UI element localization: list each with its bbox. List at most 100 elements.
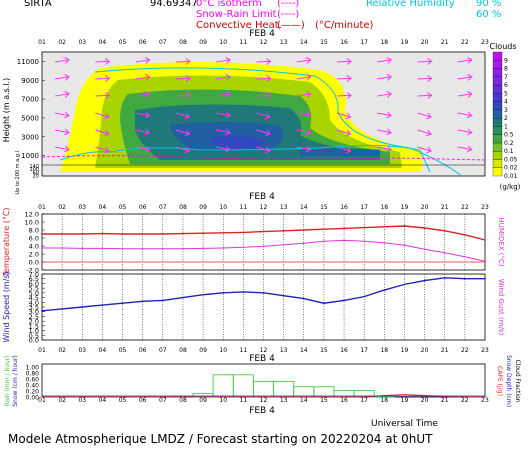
wind-arrow-icon xyxy=(216,128,231,136)
hour-top-label-21: 21 xyxy=(441,39,449,46)
wind-arrow-icon xyxy=(256,58,272,65)
hour-mid-label-21: 21 xyxy=(441,204,449,211)
colorbar-swatch-4 xyxy=(492,93,503,102)
cloud-ytick-3000: 3000 xyxy=(21,133,39,141)
wind-arrow-icon xyxy=(377,128,392,136)
wind-arrow-icon xyxy=(417,146,432,154)
wind-arrow-icon xyxy=(417,112,432,120)
wind-series-0-point xyxy=(81,306,84,308)
hour-top-label-11: 11 xyxy=(240,39,248,46)
hour-wind-label-12: 12 xyxy=(260,347,268,354)
wind-arrow-icon xyxy=(457,145,473,153)
temperature-series-1-point xyxy=(182,248,184,250)
temperature-series-1-point xyxy=(81,247,84,250)
wind-arrow-icon xyxy=(175,146,191,154)
colorbar-label-2: 2 xyxy=(504,115,508,122)
hour-mid-label-20: 20 xyxy=(421,204,429,211)
temperature-series-0-point xyxy=(61,233,63,235)
wind-ytick-2.5: 2.5 xyxy=(29,313,39,321)
temperature-series-0-point xyxy=(383,226,386,228)
legend-snowrain-label: Snow-Rain Limit xyxy=(196,9,277,20)
hour-bottom-label-15: 15 xyxy=(320,397,328,404)
colorbar-swatch-0.01 xyxy=(492,167,503,177)
hour-mid-label-04: 04 xyxy=(99,204,107,211)
hour-bottom-label-19: 19 xyxy=(401,397,409,404)
hour-mid-label-10: 10 xyxy=(219,204,227,211)
wind-ytick-4.5: 4.5 xyxy=(29,294,39,302)
hour-bottom-label-07: 07 xyxy=(159,397,167,404)
temperature-series-1-point xyxy=(222,247,225,249)
wind-ytick-0.5: 0.5 xyxy=(29,332,39,340)
hour-bottom-label-08: 08 xyxy=(179,397,187,404)
temperature-series-1-point xyxy=(242,246,245,248)
hour-bottom-label-01: 01 xyxy=(38,397,46,404)
date-label-top: FEB 4 xyxy=(249,29,275,39)
wind-arrow-icon xyxy=(55,111,70,119)
hour-bottom-label-23: 23 xyxy=(481,397,489,404)
temperature-series-0-point xyxy=(423,227,426,229)
wind-arrow-icon xyxy=(296,57,312,64)
colorbar-label-9: 9 xyxy=(504,57,508,64)
hour-bottom-label-12: 12 xyxy=(260,397,268,404)
colorbar-label-1: 1 xyxy=(504,123,508,130)
temperature-series-1-point xyxy=(282,244,285,246)
humidex-ylabel: HUMIDEX (°C) xyxy=(497,217,505,266)
precip-ytick-0.00: 0.00 xyxy=(26,395,40,402)
wind-arrow-icon xyxy=(336,146,352,154)
wind-arrow-icon xyxy=(135,145,151,153)
date-label-mid: FEB 4 xyxy=(249,192,275,202)
temperature-series-1-point xyxy=(41,247,43,249)
cloud-ytick-1000: 1000 xyxy=(21,152,39,160)
temperature-ytick-12.0: 12.0 xyxy=(25,211,39,219)
wind-series-0-point xyxy=(383,289,386,291)
temperature-series-0-point xyxy=(443,230,446,232)
precip-ytick-1.00: 1.00 xyxy=(26,365,40,372)
wind-arrow-icon xyxy=(95,75,111,82)
wind-ytick-6.0: 6.0 xyxy=(29,280,39,288)
hour-wind-label-20: 20 xyxy=(421,347,429,354)
temperature-series-0-point xyxy=(484,239,486,241)
wind-arrow-icon xyxy=(175,58,191,65)
temperature-series-1-point xyxy=(302,242,305,244)
hour-bottom-label-03: 03 xyxy=(78,397,86,404)
wind-arrow-icon xyxy=(296,111,312,119)
hour-top-label-13: 13 xyxy=(280,39,288,46)
wind-series-0-point xyxy=(162,299,164,302)
wind-arrow-icon xyxy=(337,58,352,65)
wind-series-0-point xyxy=(323,302,325,305)
wind-arrow-icon xyxy=(216,111,231,119)
temperature-series-1-point xyxy=(121,248,124,250)
hour-bottom-label-06: 06 xyxy=(139,397,147,404)
temperature-series-0-point xyxy=(162,233,164,235)
temperature-series-1-point xyxy=(101,247,104,250)
wind-arrow-icon xyxy=(216,57,231,64)
wind-arrow-icon xyxy=(95,92,111,99)
hour-wind-label-06: 06 xyxy=(139,347,147,354)
station-coords: 94.69347 xyxy=(150,0,198,9)
colorbar-label-5: 5 xyxy=(504,90,508,97)
hour-wind-label-18: 18 xyxy=(380,347,388,354)
hour-top-label-08: 08 xyxy=(179,39,187,46)
wind-arrow-icon xyxy=(135,74,151,81)
temperature-series-0-point xyxy=(302,229,305,231)
wind-series-0-point xyxy=(121,302,124,305)
hour-wind-label-11: 11 xyxy=(240,347,248,354)
wind-arrow-icon xyxy=(175,129,191,137)
hour-mid-label-06: 06 xyxy=(139,204,147,211)
temperature-series-1-point xyxy=(464,255,466,258)
wind-series-0-point xyxy=(363,295,365,298)
colorbar-swatch-7 xyxy=(492,68,503,77)
temperature-series-1-point xyxy=(61,247,63,249)
wind-arrow-icon xyxy=(296,74,312,81)
wind-series-0-point xyxy=(202,293,204,296)
hour-bottom-label-10: 10 xyxy=(219,397,227,404)
wind-arrow-icon xyxy=(457,57,473,64)
temperature-series-0-point xyxy=(464,234,466,236)
cloud-ytick-11000: 11000 xyxy=(17,58,39,66)
wind-series-0-point xyxy=(222,292,225,294)
hour-wind-label-03: 03 xyxy=(78,347,86,354)
colorbar-swatch-6 xyxy=(492,76,503,86)
wind-arrow-icon xyxy=(296,128,312,136)
wind-arrow-icon xyxy=(135,128,151,136)
